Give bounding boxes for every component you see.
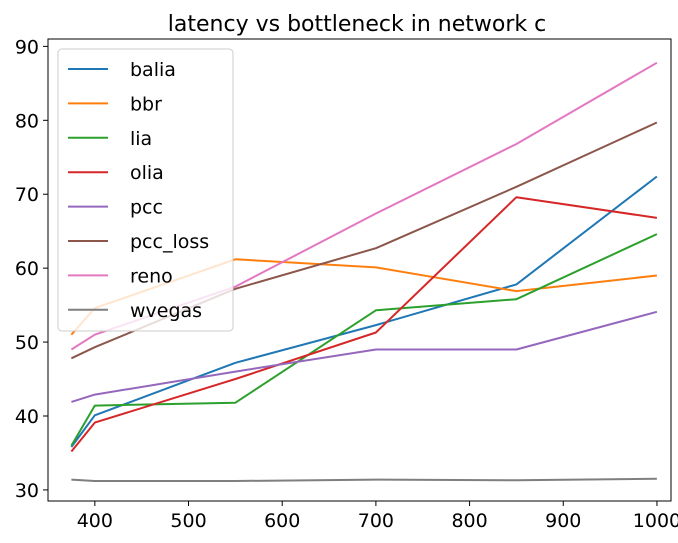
series-line-reno bbox=[70, 61, 658, 351]
y-tick-label: 60 bbox=[15, 258, 39, 280]
legend-box bbox=[57, 48, 234, 332]
x-tick-label: 400 bbox=[77, 510, 113, 532]
y-tick-label: 80 bbox=[15, 110, 39, 132]
x-tick-label: 500 bbox=[170, 510, 206, 532]
legend-item-lia: lia bbox=[68, 128, 152, 150]
legend-item-balia: balia bbox=[68, 59, 176, 81]
y-tick-label: 30 bbox=[15, 480, 39, 502]
legend-item-olia: olia bbox=[68, 162, 164, 184]
series-line-wvegas bbox=[71, 477, 657, 482]
legend-item-reno: reno bbox=[68, 265, 173, 287]
legend-item-bbr: bbr bbox=[68, 93, 162, 115]
legend-label: reno bbox=[130, 265, 173, 287]
y-tick-label: 40 bbox=[15, 406, 39, 428]
series-line-olia bbox=[70, 196, 658, 453]
legend-label: balia bbox=[130, 59, 176, 81]
y-axis: 30 40 50 60 70 80 90 bbox=[15, 36, 48, 502]
y-tick-label: 90 bbox=[15, 36, 39, 58]
chart-title: latency vs bottleneck in network c bbox=[168, 12, 546, 37]
legend-item-pcc: pcc bbox=[68, 197, 163, 219]
legend-label: pcc bbox=[130, 197, 163, 219]
legend-label: lia bbox=[130, 128, 152, 150]
x-tick-label: 700 bbox=[358, 510, 394, 532]
series-line-pcc bbox=[71, 310, 658, 403]
y-tick-label: 50 bbox=[15, 332, 39, 354]
legend-item-wvegas: wvegas bbox=[68, 300, 202, 322]
x-tick-label: 800 bbox=[451, 510, 487, 532]
legend-label: bbr bbox=[130, 93, 162, 115]
x-tick-label: 600 bbox=[264, 510, 300, 532]
x-tick-label: 1000 bbox=[633, 510, 678, 532]
series-line-pcc-loss bbox=[70, 121, 658, 360]
legend-item-pcc-loss: pcc_loss bbox=[68, 231, 209, 253]
x-tick-label: 900 bbox=[545, 510, 581, 532]
legend-label: pcc_loss bbox=[130, 231, 209, 253]
plot-frame bbox=[47, 38, 672, 502]
y-tick-label: 70 bbox=[15, 184, 39, 206]
series-line-balia bbox=[70, 175, 658, 448]
legend-label: olia bbox=[130, 162, 164, 184]
x-axis: 400 500 600 700 800 900 1000 bbox=[77, 501, 678, 532]
legend-label: wvegas bbox=[130, 300, 202, 322]
